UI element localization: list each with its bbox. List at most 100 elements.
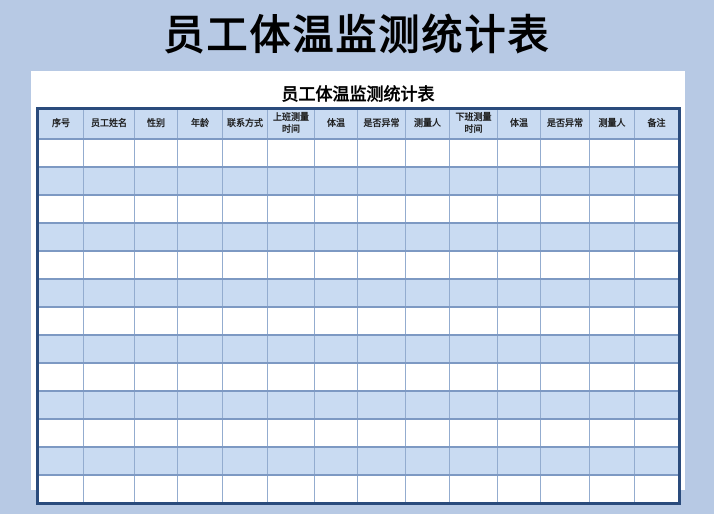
table-cell[interactable] bbox=[634, 306, 680, 336]
table-cell[interactable] bbox=[83, 222, 135, 252]
table-cell[interactable] bbox=[83, 418, 135, 448]
table-cell[interactable] bbox=[449, 166, 498, 196]
table-cell[interactable] bbox=[177, 250, 223, 280]
table-cell[interactable] bbox=[314, 166, 358, 196]
table-cell[interactable] bbox=[449, 278, 498, 308]
table-cell[interactable] bbox=[634, 418, 680, 448]
table-cell[interactable] bbox=[634, 334, 680, 364]
table-cell[interactable] bbox=[37, 446, 84, 476]
table-cell[interactable] bbox=[405, 474, 450, 505]
table-cell[interactable] bbox=[405, 306, 450, 336]
table-cell[interactable] bbox=[540, 306, 590, 336]
table-cell[interactable] bbox=[357, 306, 406, 336]
table-cell[interactable] bbox=[267, 446, 315, 476]
table-cell[interactable] bbox=[134, 278, 178, 308]
table-cell[interactable] bbox=[177, 306, 223, 336]
table-cell[interactable] bbox=[134, 166, 178, 196]
table-cell[interactable] bbox=[449, 250, 498, 280]
table-cell[interactable] bbox=[37, 362, 84, 392]
table-cell[interactable] bbox=[357, 222, 406, 252]
table-cell[interactable] bbox=[589, 222, 635, 252]
table-cell[interactable] bbox=[540, 222, 590, 252]
table-cell[interactable] bbox=[83, 474, 135, 505]
table-cell[interactable] bbox=[222, 362, 268, 392]
table-cell[interactable] bbox=[314, 334, 358, 364]
table-cell[interactable] bbox=[634, 362, 680, 392]
table-cell[interactable] bbox=[449, 306, 498, 336]
table-cell[interactable] bbox=[37, 306, 84, 336]
table-cell[interactable] bbox=[267, 334, 315, 364]
table-cell[interactable] bbox=[314, 474, 358, 505]
table-cell[interactable] bbox=[314, 138, 358, 168]
table-cell[interactable] bbox=[497, 390, 541, 420]
table-cell[interactable] bbox=[37, 138, 84, 168]
table-cell[interactable] bbox=[37, 278, 84, 308]
table-cell[interactable] bbox=[497, 222, 541, 252]
table-cell[interactable] bbox=[634, 446, 680, 476]
table-cell[interactable] bbox=[177, 474, 223, 505]
table-cell[interactable] bbox=[540, 418, 590, 448]
table-cell[interactable] bbox=[134, 194, 178, 224]
table-cell[interactable] bbox=[405, 334, 450, 364]
table-cell[interactable] bbox=[634, 390, 680, 420]
table-cell[interactable] bbox=[222, 278, 268, 308]
table-cell[interactable] bbox=[357, 278, 406, 308]
table-cell[interactable] bbox=[497, 250, 541, 280]
table-cell[interactable] bbox=[134, 446, 178, 476]
table-cell[interactable] bbox=[267, 474, 315, 505]
table-cell[interactable] bbox=[134, 390, 178, 420]
table-cell[interactable] bbox=[634, 138, 680, 168]
table-cell[interactable] bbox=[634, 194, 680, 224]
table-cell[interactable] bbox=[357, 166, 406, 196]
table-cell[interactable] bbox=[222, 138, 268, 168]
table-cell[interactable] bbox=[83, 194, 135, 224]
table-cell[interactable] bbox=[222, 222, 268, 252]
table-cell[interactable] bbox=[222, 250, 268, 280]
table-cell[interactable] bbox=[540, 390, 590, 420]
table-cell[interactable] bbox=[267, 194, 315, 224]
table-cell[interactable] bbox=[222, 474, 268, 505]
table-cell[interactable] bbox=[589, 278, 635, 308]
table-cell[interactable] bbox=[357, 390, 406, 420]
table-cell[interactable] bbox=[405, 362, 450, 392]
table-cell[interactable] bbox=[37, 418, 84, 448]
table-cell[interactable] bbox=[177, 362, 223, 392]
table-cell[interactable] bbox=[540, 138, 590, 168]
table-cell[interactable] bbox=[357, 446, 406, 476]
table-cell[interactable] bbox=[177, 446, 223, 476]
table-cell[interactable] bbox=[83, 278, 135, 308]
table-cell[interactable] bbox=[37, 166, 84, 196]
table-cell[interactable] bbox=[267, 278, 315, 308]
table-cell[interactable] bbox=[222, 390, 268, 420]
table-cell[interactable] bbox=[405, 390, 450, 420]
table-cell[interactable] bbox=[37, 222, 84, 252]
table-cell[interactable] bbox=[267, 306, 315, 336]
table-cell[interactable] bbox=[177, 166, 223, 196]
table-cell[interactable] bbox=[177, 138, 223, 168]
table-cell[interactable] bbox=[267, 166, 315, 196]
table-cell[interactable] bbox=[589, 334, 635, 364]
table-cell[interactable] bbox=[357, 362, 406, 392]
table-cell[interactable] bbox=[589, 250, 635, 280]
table-cell[interactable] bbox=[497, 334, 541, 364]
table-cell[interactable] bbox=[449, 418, 498, 448]
table-cell[interactable] bbox=[267, 138, 315, 168]
table-cell[interactable] bbox=[634, 250, 680, 280]
table-cell[interactable] bbox=[589, 418, 635, 448]
table-cell[interactable] bbox=[405, 222, 450, 252]
table-cell[interactable] bbox=[405, 446, 450, 476]
table-cell[interactable] bbox=[589, 306, 635, 336]
table-cell[interactable] bbox=[497, 474, 541, 505]
table-cell[interactable] bbox=[634, 222, 680, 252]
table-cell[interactable] bbox=[405, 194, 450, 224]
table-cell[interactable] bbox=[314, 446, 358, 476]
table-cell[interactable] bbox=[134, 474, 178, 505]
table-cell[interactable] bbox=[634, 278, 680, 308]
table-cell[interactable] bbox=[497, 362, 541, 392]
table-cell[interactable] bbox=[83, 334, 135, 364]
table-cell[interactable] bbox=[497, 306, 541, 336]
table-cell[interactable] bbox=[540, 362, 590, 392]
table-cell[interactable] bbox=[134, 250, 178, 280]
table-cell[interactable] bbox=[497, 418, 541, 448]
table-cell[interactable] bbox=[497, 166, 541, 196]
